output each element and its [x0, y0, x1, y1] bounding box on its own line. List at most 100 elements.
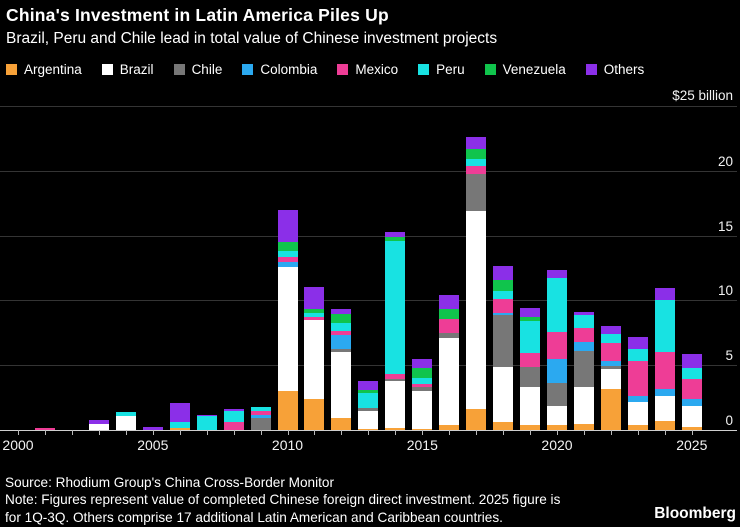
bar-segment-2009-chile	[250, 417, 271, 430]
bar-2006	[169, 402, 190, 430]
others-swatch-icon	[585, 64, 597, 75]
peru-swatch-icon	[418, 64, 430, 75]
bar-segment-2009-peru	[250, 407, 271, 411]
colombia-swatch-icon	[242, 64, 254, 75]
x-tick-2005	[152, 430, 154, 435]
bar-segment-2007-peru	[196, 416, 217, 430]
x-tick-2024	[664, 430, 666, 435]
bar-segment-2023-colombia	[627, 395, 648, 402]
bar-segment-2015-brazil	[412, 391, 433, 429]
bar-2018	[493, 265, 514, 430]
bar-2003	[88, 420, 109, 430]
legend-label-mexico: Mexico	[355, 62, 399, 77]
chile-swatch-icon	[173, 64, 185, 75]
bar-2007	[196, 414, 217, 430]
bar-segment-2008-mexico	[223, 421, 244, 430]
legend-label-peru: Peru	[436, 62, 465, 77]
x-tick-2000	[18, 430, 19, 435]
bar-segment-2017-brazil	[466, 211, 487, 410]
bar-segment-2014-mexico	[385, 374, 406, 379]
brazil-swatch-icon	[101, 64, 113, 75]
bar-segment-2016-argentina	[439, 424, 460, 430]
bar-segment-2007-others	[196, 414, 217, 417]
x-tick-2015	[422, 430, 424, 435]
bar-segment-2004-peru	[115, 411, 136, 416]
x-tick-2011	[314, 430, 316, 435]
y-tick-label-20: 20	[717, 153, 733, 169]
bar-segment-2018-others	[493, 265, 514, 281]
bar-segment-2013-peru	[358, 393, 379, 409]
gridline-25	[0, 106, 737, 107]
x-tick-label-2020: 2020	[541, 437, 573, 453]
bar-segment-2019-chile	[520, 366, 540, 387]
bar-segment-2020-brazil	[547, 406, 567, 425]
bar-segment-2017-chile	[466, 174, 487, 212]
bar-segment-2023-others	[627, 336, 648, 350]
bar-segment-2025-others	[681, 354, 702, 368]
bar-segment-2011-peru	[304, 312, 325, 317]
bar-segment-2019-others	[520, 308, 540, 318]
mexico-swatch-icon	[337, 64, 349, 75]
x-tick-2006	[179, 430, 181, 435]
legend-item-chile: Chile	[173, 62, 222, 77]
bar-segment-2019-brazil	[520, 386, 540, 425]
x-tick-2022	[610, 430, 612, 435]
legend-item-argentina: Argentina	[6, 62, 82, 77]
legend-item-venezuela: Venezuela	[484, 62, 566, 77]
bar-segment-2019-mexico	[520, 352, 540, 367]
bar-2013	[358, 380, 379, 430]
bar-segment-2014-brazil	[385, 381, 406, 429]
bar-segment-2013-brazil	[358, 410, 379, 429]
bar-segment-2020-peru	[547, 278, 567, 332]
bar-segment-2021-mexico	[573, 327, 594, 342]
bar-segment-2012-colombia	[331, 334, 352, 350]
chart-title: China's Investment in Latin America Pile…	[6, 5, 389, 25]
bar-segment-2009-mexico	[250, 410, 271, 415]
x-tick-label-2005: 2005	[137, 437, 169, 453]
bar-segment-2012-peru	[331, 323, 352, 331]
x-tick-label-2015: 2015	[406, 437, 438, 453]
bar-segment-2023-brazil	[627, 401, 648, 425]
gridline-20	[0, 170, 737, 172]
bar-2023	[627, 336, 648, 430]
bar-segment-2022-argentina	[600, 388, 621, 430]
bar-segment-2024-brazil	[654, 396, 675, 421]
bar-segment-2011-mexico	[304, 316, 325, 320]
bar-segment-2012-others	[331, 309, 352, 314]
x-tick-2010	[287, 430, 289, 435]
bar-segment-2016-mexico	[439, 318, 460, 333]
bar-segment-2021-others	[573, 312, 594, 316]
bar-segment-2018-mexico	[493, 299, 514, 313]
x-tick-label-2025: 2025	[676, 437, 708, 453]
bar-2019	[520, 308, 540, 430]
bar-segment-2006-others	[169, 402, 190, 422]
bar-2015	[412, 358, 433, 430]
bar-segment-2017-peru	[466, 158, 487, 166]
bar-segment-2017-venezuela	[466, 148, 487, 159]
bar-2009	[250, 407, 271, 430]
bar-segment-2021-colombia	[573, 341, 594, 352]
y-tick-label-15: 15	[717, 218, 733, 234]
source-line: Source: Rhodium Group's China Cross-Bord…	[5, 475, 334, 490]
bar-segment-2022-peru	[600, 333, 621, 344]
legend-label-others: Others	[603, 62, 645, 77]
bar-segment-2015-peru	[412, 378, 433, 385]
bar-segment-2009-colombia	[250, 414, 271, 418]
x-tick-2023	[637, 430, 639, 435]
bar-segment-2008-peru	[223, 411, 244, 422]
bar-2005	[142, 427, 163, 430]
note-line-1: Note: Figures represent value of complet…	[5, 492, 561, 508]
bar-2011	[304, 286, 325, 430]
legend-label-venezuela: Venezuela	[502, 62, 566, 77]
argentina-swatch-icon	[6, 64, 17, 75]
bar-segment-2010-brazil	[277, 266, 298, 392]
bar-segment-2023-peru	[627, 349, 648, 361]
bar-segment-2010-venezuela	[277, 241, 298, 252]
x-tick-2019	[530, 430, 531, 435]
bar-segment-2024-others	[654, 287, 675, 300]
x-tick-2004	[125, 430, 127, 435]
legend-item-mexico: Mexico	[337, 62, 398, 77]
bar-segment-2010-peru	[277, 251, 298, 258]
bar-segment-2016-chile	[439, 332, 460, 339]
